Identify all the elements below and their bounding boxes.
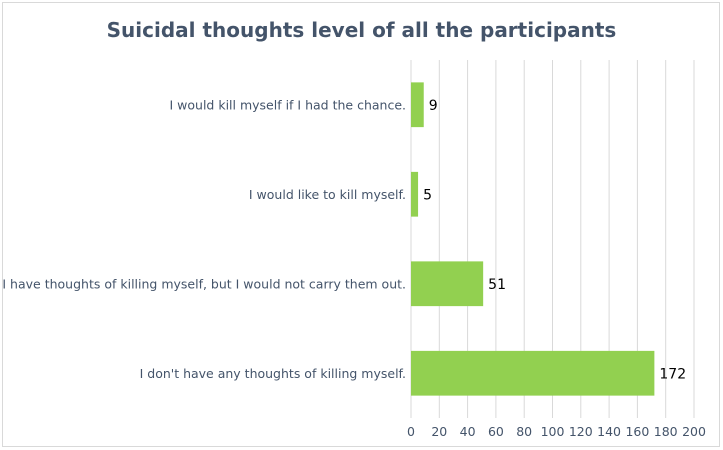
bar bbox=[411, 82, 424, 128]
bar bbox=[411, 261, 484, 307]
data-label: 51 bbox=[488, 277, 506, 293]
x-axis-tick-labels: 0 20 40 60 80 100 120 140 160 180 200 bbox=[407, 424, 706, 439]
x-tick-label: 20 bbox=[431, 424, 447, 439]
x-tick-label: 140 bbox=[597, 424, 621, 439]
category-label: I don't have any thoughts of killing mys… bbox=[140, 366, 406, 381]
x-tick-label: 200 bbox=[682, 424, 706, 439]
data-label: 5 bbox=[423, 187, 432, 203]
x-tick-label: 120 bbox=[569, 424, 593, 439]
data-label: 172 bbox=[659, 366, 686, 382]
data-label: 9 bbox=[429, 98, 438, 114]
category-label: I would like to kill myself. bbox=[249, 187, 406, 202]
category-label: I would kill myself if I had the chance. bbox=[170, 97, 407, 112]
category-label: I have thoughts of killing myself, but I… bbox=[2, 276, 406, 291]
bar bbox=[411, 171, 419, 217]
data-labels: 9 5 51 172 bbox=[423, 98, 686, 383]
x-tick-label: 100 bbox=[541, 424, 565, 439]
x-tick-label: 80 bbox=[516, 424, 532, 439]
x-tick-label: 180 bbox=[654, 424, 678, 439]
x-tick-label: 40 bbox=[460, 424, 476, 439]
chart-title: Suicidal thoughts level of all the parti… bbox=[106, 18, 617, 42]
bar bbox=[411, 350, 655, 396]
category-labels: I would kill myself if I had the chance.… bbox=[2, 97, 406, 381]
x-tick-label: 0 bbox=[407, 424, 415, 439]
bars bbox=[411, 82, 655, 396]
x-tick-label: 160 bbox=[625, 424, 649, 439]
x-tick-label: 60 bbox=[488, 424, 504, 439]
